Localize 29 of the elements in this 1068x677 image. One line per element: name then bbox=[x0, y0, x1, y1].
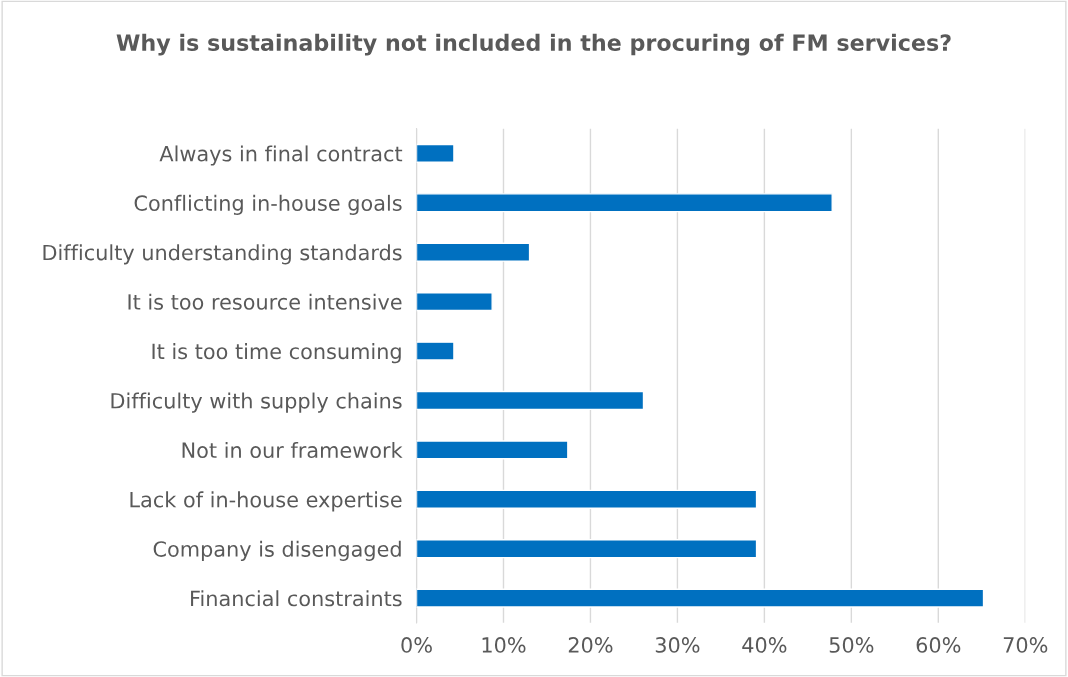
x-tick-label: 0% bbox=[401, 637, 432, 653]
x-tick-label: 70% bbox=[1003, 637, 1048, 653]
bar bbox=[416, 588, 985, 608]
y-tick-label: Difficulty with supply chains bbox=[111, 392, 402, 413]
bar bbox=[416, 489, 758, 509]
bar bbox=[416, 440, 569, 460]
y-tick-label: It is too time consuming bbox=[152, 343, 401, 364]
y-tick-label: Always in final contract bbox=[159, 145, 403, 166]
x-tick-label: 60% bbox=[916, 637, 961, 653]
x-tick-label: 20% bbox=[568, 637, 613, 653]
bar bbox=[416, 341, 455, 361]
y-tick-label: It is too resource intensive bbox=[128, 293, 402, 310]
y-tick-label: Difficulty understanding standards bbox=[43, 244, 402, 265]
x-tick-label: 30% bbox=[655, 637, 700, 653]
bar bbox=[416, 292, 493, 312]
y-tick-label: Not in our framework bbox=[182, 441, 403, 459]
bar bbox=[416, 193, 833, 213]
bar bbox=[416, 143, 455, 163]
x-tick-label: 40% bbox=[742, 637, 787, 653]
chart-title: Why is sustainability not included in the procuring of FM services? bbox=[116, 33, 951, 56]
y-tick-label: Conflicting in-house goals bbox=[134, 194, 402, 216]
y-tick-label: Lack of in-house expertise bbox=[130, 491, 402, 512]
x-tick-label: 50% bbox=[829, 637, 874, 653]
y-tick-label: Company is disengaged bbox=[153, 540, 401, 561]
x-tick-label: 10% bbox=[482, 637, 526, 653]
bar bbox=[416, 390, 645, 411]
bar bbox=[416, 539, 758, 559]
bar bbox=[416, 242, 531, 262]
y-tick-label: Financial constraints bbox=[191, 590, 402, 607]
